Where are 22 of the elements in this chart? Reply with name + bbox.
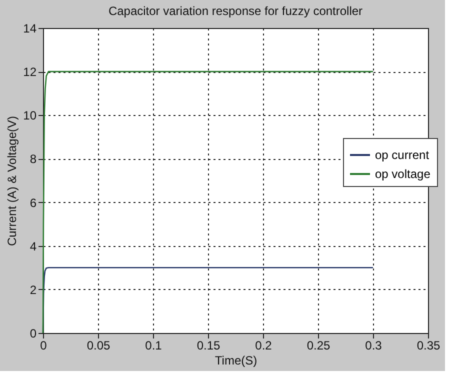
- y-tick-label: 12: [23, 65, 37, 80]
- y-tick-label: 2: [30, 282, 37, 297]
- x-tick-label: 0.2: [255, 338, 272, 352]
- chart-title: Capacitor variation response for fuzzy controller: [108, 4, 363, 18]
- y-tick-label: 6: [30, 196, 37, 210]
- legend-label: op voltage: [375, 167, 431, 181]
- x-tick-label: 0.1: [145, 338, 162, 352]
- legend-label: op current: [375, 148, 430, 162]
- x-tick-label: 0.05: [86, 338, 110, 352]
- y-tick-label: 4: [30, 239, 37, 254]
- y-tick-label: 0: [30, 326, 37, 340]
- x-tick-label: 0.3: [365, 338, 382, 352]
- y-tick-label: 10: [23, 108, 37, 123]
- x-tick-label: 0.35: [416, 338, 440, 352]
- y-axis-title: Current (A) & Voltage(V): [5, 116, 20, 246]
- y-tick-label: 14: [23, 22, 37, 36]
- x-axis-title: Time(S): [214, 354, 258, 368]
- x-tick-label: 0.15: [196, 338, 220, 352]
- x-tick-label: 0: [40, 338, 48, 352]
- y-tick-label: 8: [30, 152, 37, 166]
- line-series: [42, 70, 374, 334]
- x-tick-label: 0.25: [306, 338, 330, 352]
